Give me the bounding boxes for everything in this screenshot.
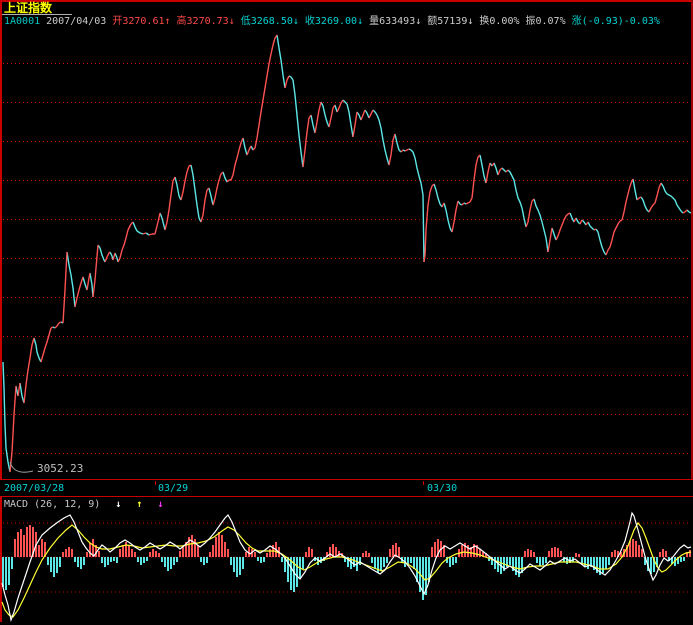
day-boundary-tick xyxy=(423,481,424,485)
macd-chart-svg[interactable] xyxy=(0,497,693,625)
date-axis: 2007/03/28 03/29 03/30 xyxy=(0,479,693,497)
field-close: 收3269.00↓ xyxy=(304,16,364,27)
field-open: 开3270.61↑ xyxy=(112,16,171,27)
macd-pane[interactable]: MACD (26, 12, 9) ↓ ↑ ↓ xyxy=(0,497,693,625)
field-amount: 额57139↓ xyxy=(427,16,474,27)
field-high: 高3270.73↓ xyxy=(176,16,235,27)
stock-code: 1A0001 xyxy=(4,16,41,27)
yellow-up-arrow-icon: ↑ xyxy=(136,499,143,510)
field-change: 涨(-0.93)-0.03% xyxy=(571,16,660,27)
window-border-left xyxy=(0,0,2,622)
date-label-1: 2007/03/28 xyxy=(4,483,65,494)
down-arrow-icon: ↓ xyxy=(228,16,235,27)
day-boundary-tick xyxy=(155,481,156,485)
price-line-svg[interactable] xyxy=(0,28,693,480)
macd-caption: MACD (26, 12, 9) ↓ ↑ ↓ xyxy=(4,499,164,511)
field-volume: 量633493↓ xyxy=(369,16,422,27)
down-arrow-icon: ↓ xyxy=(292,16,299,27)
down-arrow-icon: ↓ xyxy=(467,16,474,27)
main-price-chart[interactable] xyxy=(0,28,693,480)
field-turnover: 换0.00% xyxy=(479,16,520,27)
field-low: 低3268.50↓ xyxy=(240,16,299,27)
macd-label: MACD (26, 12, 9) xyxy=(4,499,101,510)
field-amplitude: 振0.07% xyxy=(525,16,566,27)
white-down-arrow-icon: ↓ xyxy=(115,499,122,510)
info-bar: 1A0001 2007/04/03 开3270.61↑ 高3270.73↓ 低3… xyxy=(4,16,691,28)
title-underline xyxy=(2,14,72,15)
low-price-annotation: 3052.23 xyxy=(37,462,84,475)
down-arrow-icon: ↓ xyxy=(415,16,422,27)
window-border-top xyxy=(0,0,693,2)
date-label-2: 03/29 xyxy=(158,483,189,494)
window-border-right xyxy=(691,0,693,480)
date-label-3: 03/30 xyxy=(427,483,458,494)
magenta-down-arrow-icon: ↓ xyxy=(157,499,164,510)
quote-date: 2007/04/03 xyxy=(46,16,107,27)
up-arrow-icon: ↑ xyxy=(164,16,171,27)
page-title: 上证指数 xyxy=(4,1,53,15)
down-arrow-icon: ↓ xyxy=(357,16,364,27)
